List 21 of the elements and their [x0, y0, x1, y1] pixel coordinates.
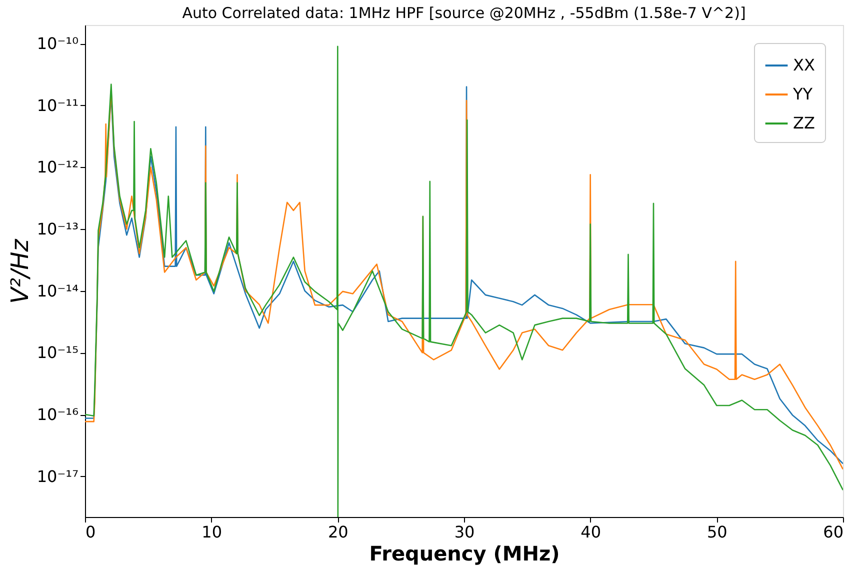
x-axis-title: Frequency (MHz): [369, 542, 560, 566]
y-tick-label: 10⁻¹⁴: [36, 281, 78, 300]
x-tick-label: 60: [823, 522, 844, 542]
legend-label: ZZ: [793, 114, 815, 132]
y-tick-label: 10⁻¹⁷: [36, 466, 78, 486]
y-tick-label: 10⁻¹⁰: [36, 34, 78, 54]
x-tick-label: 10: [202, 522, 222, 542]
x-tick-label: 40: [580, 522, 602, 542]
legend-label: YY: [792, 84, 813, 104]
legend-label: XX: [793, 56, 815, 74]
y-axis-title: V²/Hz: [6, 238, 34, 304]
y-tick-label: 10⁻¹³: [36, 220, 78, 239]
x-tick-label: 20: [328, 522, 348, 542]
y-tick-label: 10⁻¹¹: [36, 96, 78, 115]
x-tick-label: 50: [706, 522, 728, 542]
x-tick-label: 0: [86, 522, 96, 542]
chart-title: Auto Correlated data: 1MHz HPF [source @20MHz , -55dBm (1.58e-7 V^2)]: [182, 4, 746, 22]
y-tick-label: 10⁻¹²: [36, 158, 78, 177]
x-tick-label: 30: [454, 522, 475, 542]
y-tick-label: 10⁻¹⁵: [36, 343, 78, 362]
y-tick-label: 10⁻¹⁶: [36, 405, 78, 424]
